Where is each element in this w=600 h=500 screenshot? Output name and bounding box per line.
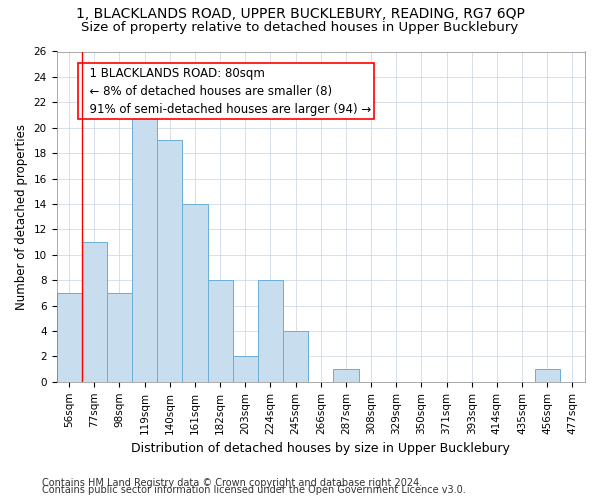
Text: 1, BLACKLANDS ROAD, UPPER BUCKLEBURY, READING, RG7 6QP: 1, BLACKLANDS ROAD, UPPER BUCKLEBURY, RE…: [76, 8, 524, 22]
Bar: [107, 293, 132, 382]
Text: Contains public sector information licensed under the Open Government Licence v3: Contains public sector information licen…: [42, 485, 466, 495]
Bar: [157, 140, 182, 382]
Bar: [535, 369, 560, 382]
Bar: [132, 102, 157, 382]
Bar: [258, 280, 283, 382]
Bar: [182, 204, 208, 382]
Text: 1 BLACKLANDS ROAD: 80sqm
  ← 8% of detached houses are smaller (8)
  91% of semi: 1 BLACKLANDS ROAD: 80sqm ← 8% of detache…: [82, 66, 371, 116]
Bar: [208, 280, 233, 382]
Bar: [82, 242, 107, 382]
Bar: [233, 356, 258, 382]
Y-axis label: Number of detached properties: Number of detached properties: [15, 124, 28, 310]
Bar: [56, 293, 82, 382]
X-axis label: Distribution of detached houses by size in Upper Bucklebury: Distribution of detached houses by size …: [131, 442, 510, 455]
Bar: [283, 331, 308, 382]
Bar: [334, 369, 359, 382]
Text: Contains HM Land Registry data © Crown copyright and database right 2024.: Contains HM Land Registry data © Crown c…: [42, 478, 422, 488]
Text: Size of property relative to detached houses in Upper Bucklebury: Size of property relative to detached ho…: [82, 21, 518, 34]
